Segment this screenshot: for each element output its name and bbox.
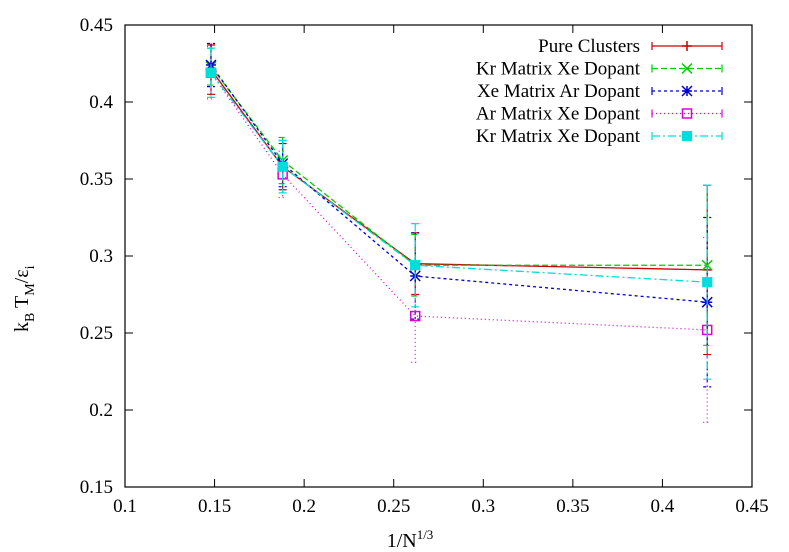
- data-point: [702, 277, 713, 288]
- series-line: [210, 64, 708, 303]
- legend-label: Pure Clusters: [538, 36, 640, 57]
- legend-line-caps: [651, 42, 723, 50]
- legend-marker: [682, 41, 692, 51]
- data-point: [277, 161, 288, 172]
- y-tick-label: 0.2: [89, 400, 113, 421]
- legend-label: Kr Matrix Xe Dopant: [476, 126, 641, 147]
- axes: [124, 24, 753, 488]
- data-point: [409, 310, 421, 322]
- data-point: [205, 67, 217, 78]
- legend-label: Ar Matrix Xe Dopant: [476, 104, 641, 125]
- legend-entry-2: Kr Matrix Xe Dopant: [476, 59, 723, 80]
- error-bar: [411, 223, 420, 308]
- y-tick-label: 0.25: [80, 323, 113, 344]
- legend-entry-4: Ar Matrix Xe Dopant: [476, 104, 723, 125]
- x-tick-label: 0.1: [113, 496, 137, 517]
- y-tick-label: 0.4: [89, 92, 113, 113]
- legend-line-caps: [651, 109, 723, 118]
- legend-line-caps: [651, 87, 723, 95]
- series-line: [210, 72, 708, 283]
- y-tick-label: 0.45: [80, 15, 113, 36]
- data-point: [410, 260, 421, 271]
- legend-label: Xe Matrix Ar Dopant: [477, 81, 641, 102]
- plot-frame: [124, 24, 753, 488]
- legend-marker: [681, 62, 693, 75]
- series-line: [210, 69, 708, 271]
- y-tick-label: 0.35: [80, 169, 113, 190]
- x-tick-label: 0.15: [198, 496, 231, 517]
- legend-marker: [681, 130, 693, 142]
- legend-line-caps: [651, 64, 723, 73]
- x-tick-label: 0.45: [735, 496, 768, 517]
- y-axis-title: kB TM/εi: [11, 265, 38, 332]
- series-5: [205, 47, 713, 380]
- x-tick-label: 0.4: [651, 496, 675, 517]
- y-tick-label: 0.3: [89, 246, 113, 267]
- error-bar: [206, 47, 215, 98]
- error-bar: [278, 150, 287, 199]
- x-tick-label: 0.3: [471, 496, 495, 517]
- x-tick-label: 0.25: [377, 496, 410, 517]
- error-bar: [278, 139, 287, 194]
- legend-marker: [681, 108, 693, 119]
- y-tick-label: 0.15: [80, 477, 113, 498]
- legend-entry-1: Pure Clusters: [538, 36, 723, 57]
- series-line: [210, 72, 708, 331]
- legend-entry-5: Kr Matrix Xe Dopant: [476, 126, 723, 147]
- legend-line-caps: [651, 132, 723, 140]
- x-tick-label: 0.35: [556, 496, 589, 517]
- x-axis-title: 1/N1/3: [387, 527, 434, 552]
- plot-area: [205, 42, 713, 423]
- legend-marker: [681, 85, 693, 97]
- x-tick-label: 0.2: [292, 496, 316, 517]
- legend-label: Kr Matrix Xe Dopant: [476, 59, 641, 80]
- legend-entry-3: Xe Matrix Ar Dopant: [477, 81, 723, 102]
- axis-ticks: 0.1 0.15 0.2 0.25 0.3 0.35 0.4 0.450.150.20.250…: [80, 15, 769, 517]
